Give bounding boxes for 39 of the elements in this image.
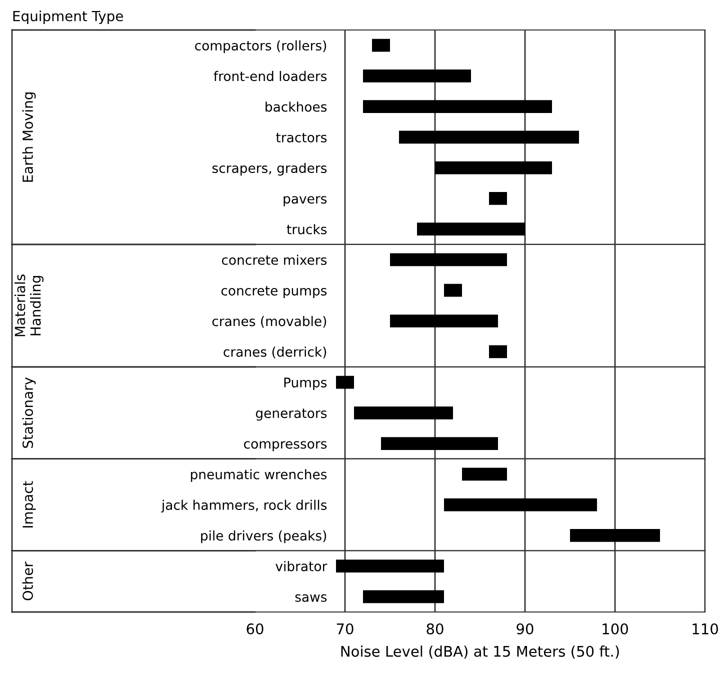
- y-tick-label: saws: [295, 594, 327, 602]
- x-tick-label: 60: [246, 623, 264, 634]
- y-tick-label: backhoes: [266, 102, 327, 112]
- y-tick-label: concrete pumps: [221, 286, 327, 298]
- x-axis-title: Noise Level (dBA) at 15 Meters (50 ft.): [341, 646, 619, 659]
- y-tick-label: trucks: [286, 224, 327, 234]
- bar: [363, 70, 471, 82]
- y-axis-title: Earth Moving: [22, 92, 36, 182]
- y-tick-label: concrete mixers: [222, 254, 327, 265]
- y-tick-label: cranes (movable): [212, 316, 326, 328]
- y-tick-label: front-end loaders: [214, 70, 327, 82]
- x-tick-label: 70: [336, 623, 354, 634]
- bar: [435, 161, 552, 174]
- y-tick-label: Pumps: [284, 378, 327, 390]
- bar: [399, 130, 579, 144]
- y-tick-label: pavers: [284, 196, 327, 206]
- y-axis-title: Other: [22, 562, 34, 600]
- y-tick-label: vibrator: [276, 561, 328, 572]
- y-tick-label: generators: [256, 408, 327, 421]
- x-tick-label: 90: [516, 623, 534, 634]
- x-tick-label: 110: [692, 623, 718, 634]
- y-axis-title: Impact: [22, 481, 36, 528]
- y-tick-label: compressors: [244, 441, 327, 452]
- y-tick-label: compactors (rollers): [195, 40, 326, 54]
- bar: [372, 38, 390, 52]
- x-tick-label: 80: [426, 623, 444, 634]
- text: Equipment Type: [13, 10, 123, 24]
- x-tick-label: 100: [602, 623, 628, 634]
- y-axis-title: Materials Handling: [14, 274, 44, 336]
- y-axis-title: Stationary: [22, 377, 36, 448]
- y-tick-label: tractors: [276, 132, 327, 142]
- bar: [363, 100, 552, 114]
- y-tick-label: cranes (derrick): [224, 346, 326, 358]
- y-tick-label: jack hammers, rock drills: [161, 500, 327, 513]
- bar: [489, 192, 507, 205]
- y-tick-label: scrapers, graders: [212, 162, 327, 176]
- y-tick-label: pneumatic wrenches: [190, 469, 327, 482]
- bar: [417, 222, 525, 236]
- y-tick-label: pile drivers (peaks): [201, 530, 326, 544]
